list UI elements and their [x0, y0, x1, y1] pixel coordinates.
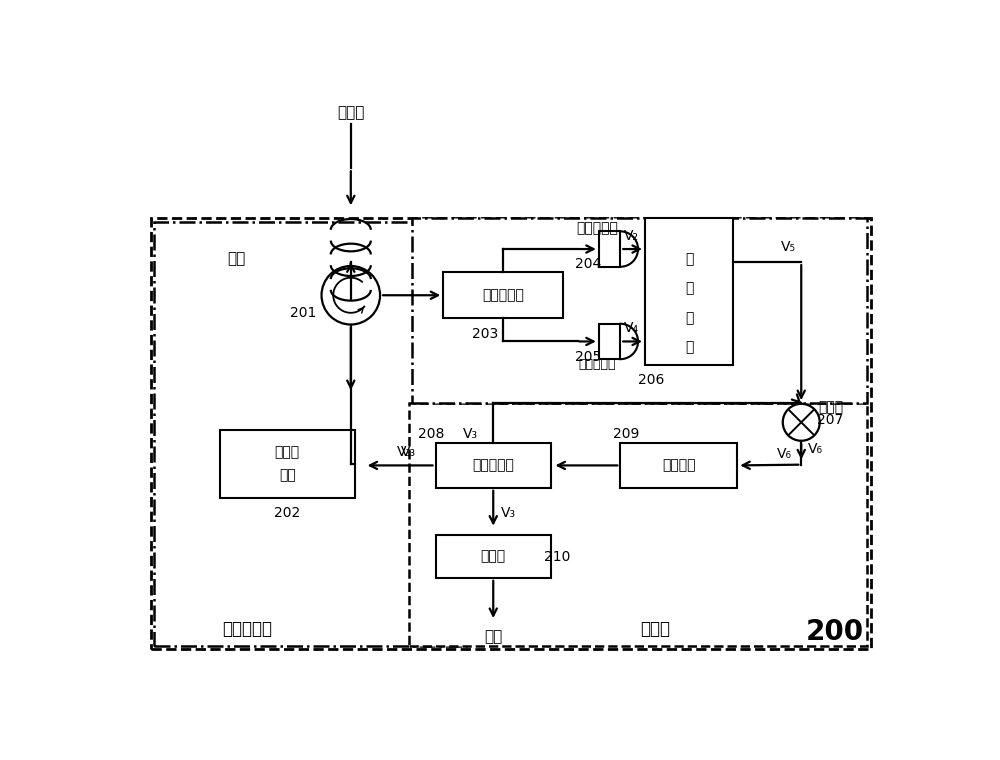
- Text: 发射端: 发射端: [337, 106, 364, 120]
- Text: 光调制: 光调制: [275, 445, 300, 459]
- Polygon shape: [620, 231, 638, 267]
- Text: 207: 207: [817, 413, 844, 427]
- Text: 补偿部: 补偿部: [640, 619, 670, 638]
- Text: 203: 203: [472, 327, 499, 340]
- Text: V₂: V₂: [624, 229, 639, 243]
- Text: 201: 201: [290, 306, 316, 320]
- Text: 205: 205: [575, 350, 601, 364]
- Text: V₃: V₃: [397, 445, 412, 458]
- Bar: [620, 443, 737, 488]
- Bar: [599, 324, 620, 359]
- Text: 频率振荡器: 频率振荡器: [472, 458, 514, 473]
- Text: V₆: V₆: [777, 447, 792, 461]
- Text: 209: 209: [613, 427, 640, 441]
- Bar: [151, 218, 871, 650]
- Bar: [436, 443, 551, 488]
- Bar: [154, 222, 466, 645]
- Bar: [645, 218, 733, 365]
- Text: V₅: V₅: [781, 239, 796, 254]
- Text: 第一探测器: 第一探测器: [576, 221, 618, 236]
- Text: 元: 元: [685, 340, 693, 354]
- Bar: [443, 272, 563, 318]
- Text: 单: 单: [685, 311, 693, 325]
- Text: V₃: V₃: [463, 427, 478, 441]
- Text: V₄: V₄: [624, 321, 639, 335]
- Text: 第二探测器: 第二探测器: [578, 358, 616, 371]
- Text: 辅助补偿部: 辅助补偿部: [222, 619, 272, 638]
- Text: V₆: V₆: [808, 442, 823, 456]
- Bar: [412, 218, 867, 403]
- Bar: [409, 403, 867, 645]
- Text: 反馈电路: 反馈电路: [662, 458, 696, 473]
- Text: V₃: V₃: [401, 445, 416, 459]
- Bar: [220, 430, 355, 498]
- Text: 相: 相: [685, 281, 693, 296]
- Text: 比: 比: [685, 252, 693, 266]
- Text: 光纤: 光纤: [228, 252, 246, 267]
- Text: 208: 208: [418, 427, 445, 441]
- Text: 206: 206: [638, 373, 664, 387]
- Text: 模块: 模块: [279, 468, 296, 483]
- Text: 用户: 用户: [484, 629, 502, 644]
- Text: 210: 210: [544, 549, 570, 564]
- Bar: [436, 536, 551, 578]
- Bar: [599, 231, 620, 267]
- Text: 混频器: 混频器: [818, 400, 843, 414]
- Text: 变频器: 变频器: [481, 549, 506, 564]
- Text: 204: 204: [575, 258, 601, 271]
- Text: 波分复用器: 波分复用器: [482, 288, 524, 302]
- Text: 200: 200: [805, 618, 863, 646]
- Polygon shape: [620, 324, 638, 359]
- Text: V₃: V₃: [501, 506, 516, 520]
- Text: 202: 202: [274, 506, 300, 520]
